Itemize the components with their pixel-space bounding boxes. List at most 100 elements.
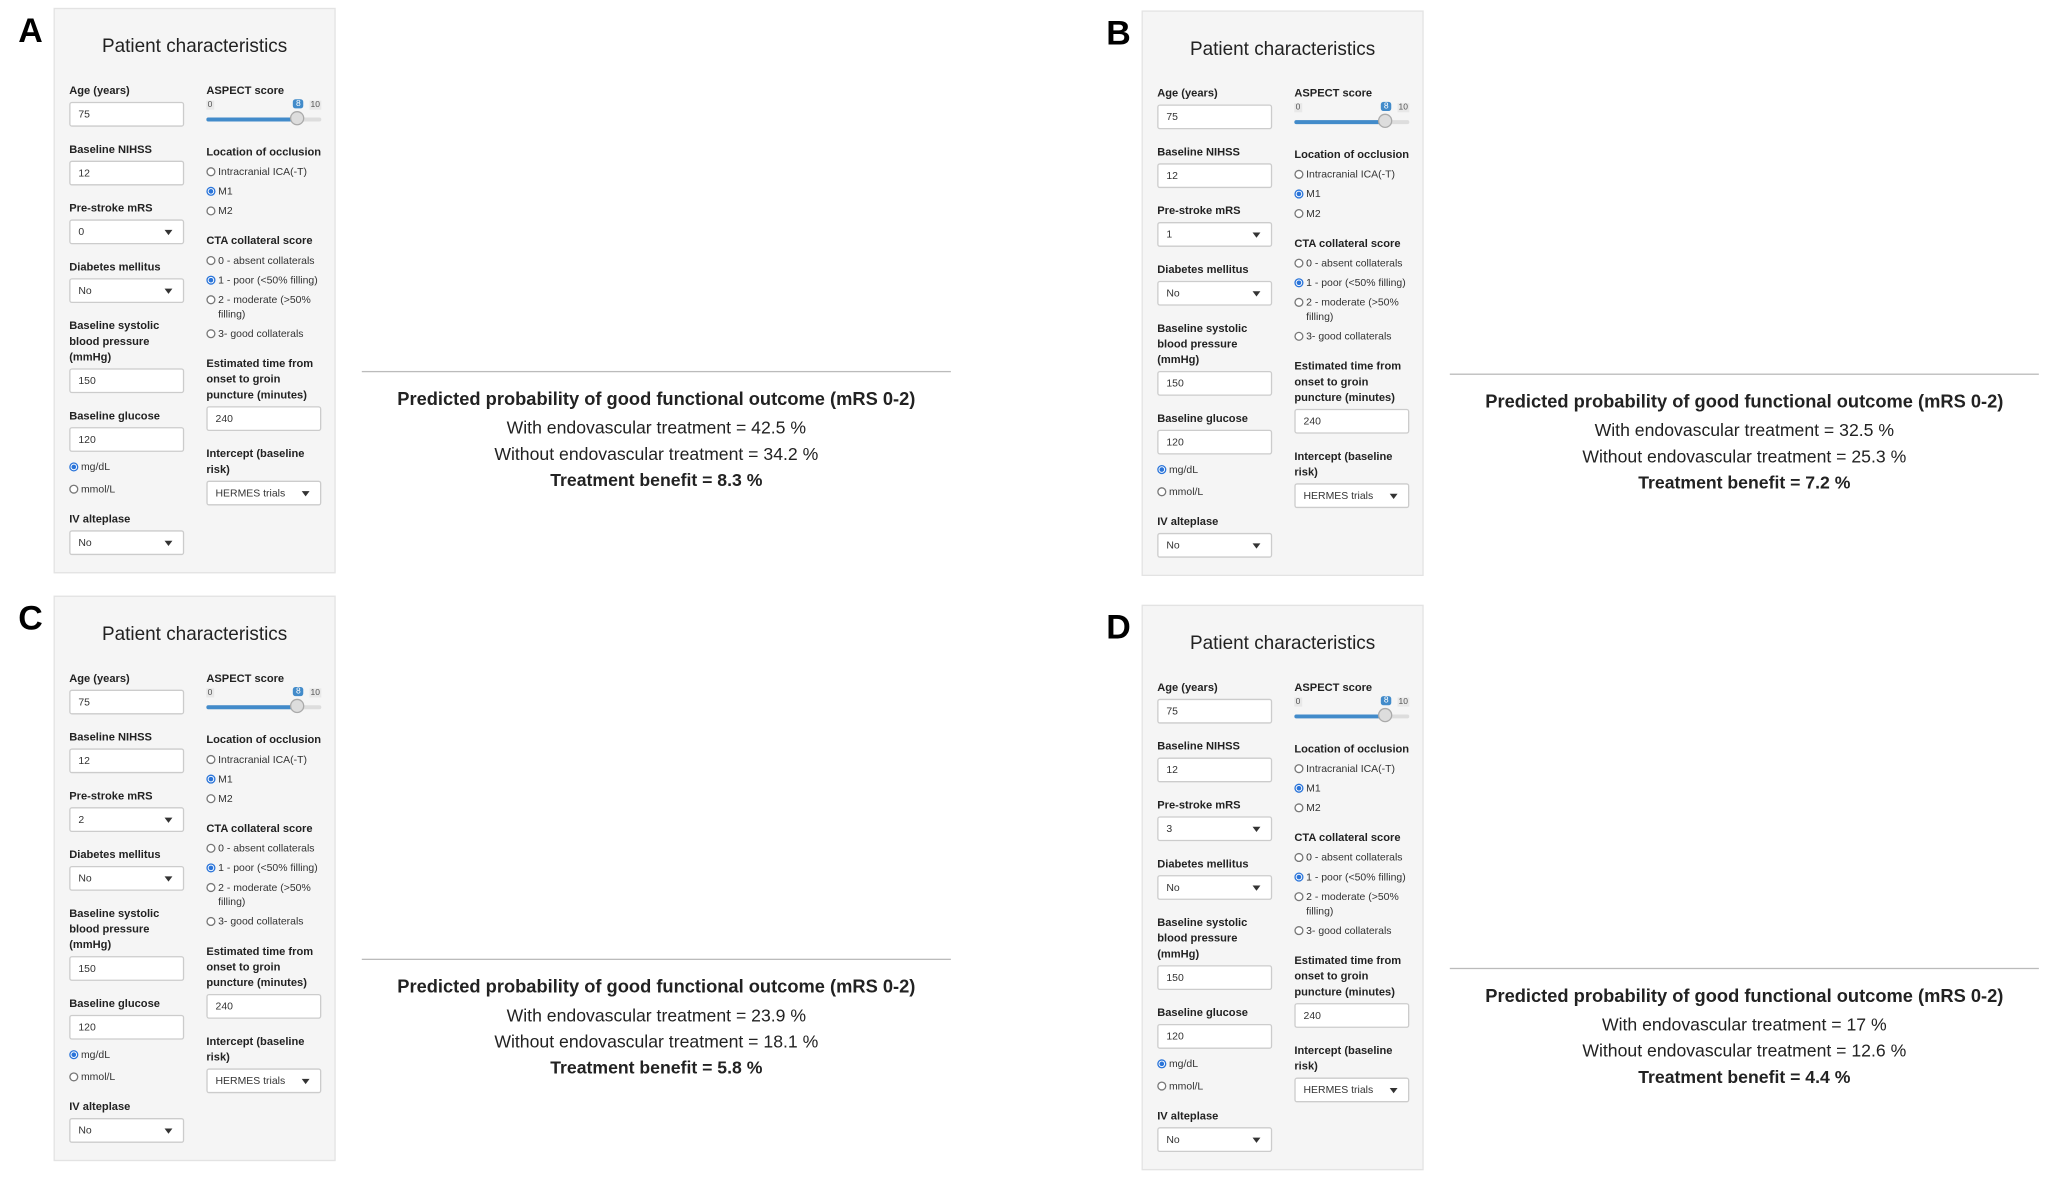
radio-option[interactable]: 2 - moderate (>50% filling) <box>1294 295 1412 324</box>
dropdown[interactable]: 2 <box>69 807 185 832</box>
radio-button[interactable] <box>206 754 216 765</box>
radio-option[interactable]: Intracranial ICA(-T) <box>206 752 324 766</box>
text-input[interactable]: 75 <box>1157 698 1273 724</box>
radio-button[interactable] <box>1294 169 1304 179</box>
radio-button[interactable] <box>1294 783 1304 793</box>
text-input[interactable]: 120 <box>69 427 185 452</box>
radio-option[interactable]: 2 - moderate (>50% filling) <box>1294 889 1412 918</box>
slider[interactable]: 0 10 8 <box>1294 696 1410 726</box>
text-input[interactable]: 120 <box>1157 429 1273 455</box>
slider-handle[interactable] <box>1378 113 1393 128</box>
radio-option[interactable]: 2 - moderate (>50% filling) <box>206 293 324 322</box>
radio-option[interactable]: 0 - absent collaterals <box>206 253 324 267</box>
text-input[interactable]: 150 <box>69 368 185 394</box>
text-input[interactable]: 150 <box>1157 370 1273 396</box>
dropdown[interactable]: No <box>69 530 185 556</box>
dropdown[interactable]: No <box>1157 875 1273 900</box>
radio-button[interactable] <box>1294 189 1304 199</box>
radio-button[interactable] <box>69 484 79 494</box>
radio-button[interactable] <box>206 186 216 196</box>
radio-button[interactable] <box>1294 872 1304 882</box>
radio-button[interactable] <box>1157 464 1167 475</box>
radio-option[interactable]: 1 - poor (<50% filling) <box>1294 276 1412 290</box>
radio-button[interactable] <box>1157 1081 1167 1091</box>
dropdown[interactable]: HERMES trials <box>206 1068 322 1094</box>
radio-option[interactable]: Intracranial ICA(-T) <box>206 165 324 179</box>
radio-button[interactable] <box>206 916 216 927</box>
radio-button[interactable] <box>1294 764 1304 774</box>
text-input[interactable]: 240 <box>206 993 322 1019</box>
radio-option[interactable]: 3- good collaterals <box>1294 923 1412 937</box>
radio-option[interactable]: M2 <box>206 792 324 806</box>
radio-button[interactable] <box>206 774 216 784</box>
radio-button[interactable] <box>206 255 216 266</box>
text-input[interactable]: 75 <box>1157 104 1273 130</box>
text-input[interactable]: 240 <box>206 406 322 432</box>
dropdown[interactable]: No <box>1157 280 1273 306</box>
radio-option[interactable]: 1 - poor (<50% filling) <box>206 861 324 875</box>
radio-button[interactable] <box>206 843 216 853</box>
radio-option[interactable]: mg/dL <box>1157 1057 1261 1071</box>
radio-option[interactable]: M1 <box>1294 781 1412 795</box>
radio-option[interactable]: mg/dL <box>1157 462 1261 476</box>
text-input[interactable]: 75 <box>69 689 185 715</box>
radio-option[interactable]: 0 - absent collaterals <box>1294 850 1412 864</box>
radio-option[interactable]: M2 <box>1294 801 1412 815</box>
radio-button[interactable] <box>206 794 216 804</box>
dropdown[interactable]: 3 <box>1157 816 1273 842</box>
radio-button[interactable] <box>1294 926 1304 936</box>
radio-button[interactable] <box>69 1050 79 1060</box>
radio-button[interactable] <box>206 863 216 873</box>
text-input[interactable]: 240 <box>1294 1003 1410 1028</box>
dropdown[interactable]: No <box>1157 532 1273 558</box>
radio-button[interactable] <box>206 295 216 305</box>
dropdown[interactable]: HERMES trials <box>206 480 322 506</box>
radio-button[interactable] <box>206 167 216 177</box>
radio-option[interactable]: 3- good collaterals <box>206 327 324 341</box>
radio-button[interactable] <box>1294 331 1304 341</box>
radio-option[interactable]: 1 - poor (<50% filling) <box>206 273 324 287</box>
radio-button[interactable] <box>1294 297 1304 307</box>
radio-button[interactable] <box>1157 1059 1167 1069</box>
slider[interactable]: 0 10 8 <box>1294 101 1410 132</box>
radio-button[interactable] <box>206 206 216 216</box>
radio-button[interactable] <box>1157 487 1167 497</box>
radio-button[interactable] <box>206 329 216 339</box>
radio-option[interactable]: mmol/L <box>69 482 173 496</box>
slider[interactable]: 0 10 8 <box>206 687 322 717</box>
slider-handle[interactable] <box>290 698 305 714</box>
dropdown[interactable]: No <box>69 865 185 891</box>
radio-button[interactable] <box>1294 278 1304 288</box>
radio-option[interactable]: 3- good collaterals <box>1294 329 1412 343</box>
dropdown[interactable]: 0 <box>69 219 185 245</box>
dropdown[interactable]: No <box>69 278 185 304</box>
radio-option[interactable]: mmol/L <box>1157 1079 1261 1093</box>
dropdown[interactable]: No <box>69 1118 185 1143</box>
radio-button[interactable] <box>1294 852 1304 863</box>
text-input[interactable]: 120 <box>69 1014 185 1040</box>
dropdown[interactable]: HERMES trials <box>1294 1077 1410 1103</box>
radio-button[interactable] <box>206 275 216 285</box>
slider-handle[interactable] <box>1378 707 1393 723</box>
radio-button[interactable] <box>206 882 216 893</box>
radio-option[interactable]: mg/dL <box>69 1048 173 1062</box>
slider[interactable]: 0 10 8 <box>206 99 322 130</box>
text-input[interactable]: 75 <box>69 101 185 127</box>
text-input[interactable]: 12 <box>1157 163 1273 189</box>
radio-option[interactable]: 3- good collaterals <box>206 914 324 928</box>
text-input[interactable]: 12 <box>1157 757 1273 783</box>
radio-option[interactable]: M1 <box>1294 187 1412 201</box>
radio-button[interactable] <box>1294 892 1304 902</box>
dropdown[interactable]: HERMES trials <box>1294 483 1410 509</box>
radio-option[interactable]: 0 - absent collaterals <box>206 841 324 855</box>
text-input[interactable]: 150 <box>69 956 185 981</box>
radio-option[interactable]: Intracranial ICA(-T) <box>1294 167 1412 181</box>
radio-option[interactable]: M1 <box>206 184 324 198</box>
radio-button[interactable] <box>69 1072 79 1082</box>
radio-button[interactable] <box>69 462 79 472</box>
radio-option[interactable]: 2 - moderate (>50% filling) <box>206 880 324 909</box>
radio-option[interactable]: mmol/L <box>69 1070 173 1084</box>
radio-button[interactable] <box>1294 208 1304 219</box>
text-input[interactable]: 240 <box>1294 408 1410 434</box>
radio-option[interactable]: mmol/L <box>1157 485 1261 499</box>
